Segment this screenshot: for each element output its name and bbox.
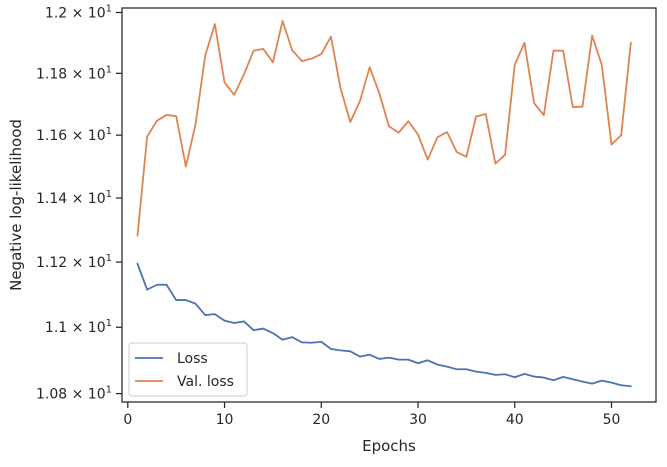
x-tick-label: 50 — [603, 412, 621, 428]
x-tick-label: 0 — [123, 412, 132, 428]
x-axis: 0 10 20 30 40 50 — [123, 402, 620, 428]
y-tick-label: 1.18 × 101 — [36, 64, 112, 82]
y-tick-label: 1.14 × 101 — [36, 189, 112, 207]
series-lines — [136, 20, 632, 388]
legend-label-val-loss: Val. loss — [177, 374, 234, 390]
y-axis: 1.08 × 101 1.1 × 101 1.12 × 101 1.14 × 101 1… — [36, 4, 122, 403]
x-axis-label: Epochs — [362, 437, 416, 455]
legend-box — [128, 342, 248, 397]
y-tick-label: 1.2 × 101 — [45, 4, 112, 22]
x-tick-label: 40 — [506, 412, 524, 428]
legend: Loss Val. loss — [128, 342, 248, 397]
x-tick-label: 20 — [312, 412, 330, 428]
y-tick-label: 1.16 × 101 — [36, 126, 112, 144]
y-tick-label: 1.08 × 101 — [36, 385, 112, 403]
series-line-loss — [136, 262, 632, 388]
series-line-val-loss — [136, 20, 632, 237]
y-tick-label: 1.1 × 101 — [45, 318, 112, 336]
x-tick-label: 10 — [216, 412, 234, 428]
y-tick-label: 1.12 × 101 — [36, 253, 112, 271]
x-tick-label: 30 — [409, 412, 427, 428]
plot-frame — [121, 7, 657, 403]
legend-label-loss: Loss — [177, 351, 208, 367]
y-axis-label: Negative log-likelihood — [7, 119, 25, 291]
